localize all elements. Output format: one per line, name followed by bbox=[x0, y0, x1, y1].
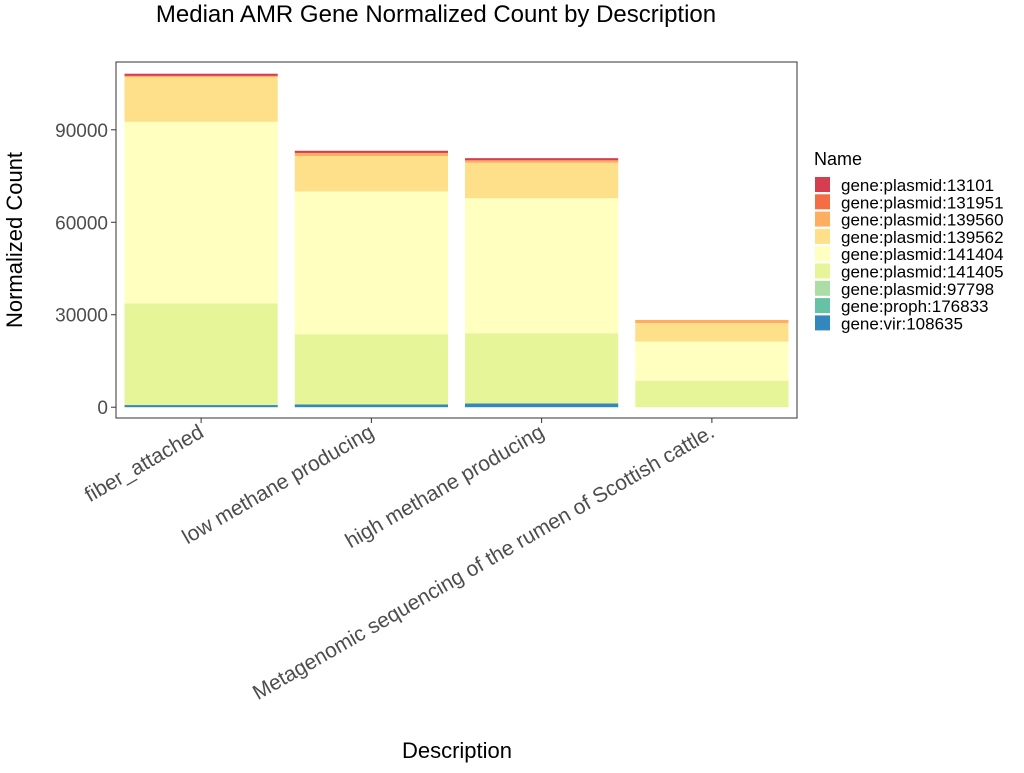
legend: Name gene:plasmid:13101gene:plasmid:1319… bbox=[814, 149, 1004, 333]
x-axis-title: Description bbox=[402, 738, 512, 763]
bar-segment-gene-plasmid-139560-3 bbox=[635, 319, 789, 324]
chart-title: Median AMR Gene Normalized Count by Desc… bbox=[156, 1, 716, 28]
bar-segment-gene-plasmid-139562-3 bbox=[635, 323, 789, 342]
plot-border bbox=[115, 61, 798, 419]
legend-title: Name bbox=[814, 149, 862, 169]
bar-segment-gene-plasmid-13101-0 bbox=[124, 73, 278, 76]
legend-key bbox=[815, 246, 830, 262]
legend-key bbox=[815, 177, 830, 192]
bar-segment-gene-plasmid-139560-1 bbox=[294, 152, 448, 157]
bar-segment-gene-plasmid-141405-2 bbox=[465, 333, 619, 404]
bar-segment-gene-plasmid-139562-0 bbox=[124, 77, 278, 122]
bar-segment-gene-plasmid-13101-2 bbox=[465, 158, 619, 161]
y-tick-label: 30000 bbox=[55, 306, 108, 327]
legend-key bbox=[815, 263, 830, 279]
y-axis-title: Normalized Count bbox=[2, 152, 27, 328]
y-tick-label: 60000 bbox=[55, 213, 108, 234]
legend-label: gene:plasmid:13101 bbox=[841, 176, 994, 195]
bar-segment-gene-plasmid-141405-0 bbox=[124, 303, 278, 406]
bar-segment-gene-plasmid-141404-1 bbox=[294, 191, 448, 335]
bar-segment-gene-vir-108635-1 bbox=[294, 404, 448, 408]
legend-label: gene:plasmid:141405 bbox=[841, 263, 1004, 282]
legend-key bbox=[815, 211, 830, 227]
y-tick-label: 90000 bbox=[55, 121, 108, 142]
bar-segment-gene-plasmid-139560-0 bbox=[124, 75, 278, 78]
legend-label: gene:plasmid:131951 bbox=[841, 193, 1004, 212]
legend-label: gene:proph:176833 bbox=[841, 297, 988, 316]
legend-key bbox=[815, 315, 830, 331]
legend-label: gene:plasmid:139562 bbox=[841, 228, 1004, 247]
bar-segment-gene-plasmid-139562-1 bbox=[294, 156, 448, 192]
legend-key bbox=[815, 228, 830, 244]
bar-segment-gene-plasmid-141404-2 bbox=[465, 198, 619, 334]
legend-label: gene:plasmid:139560 bbox=[841, 211, 1004, 230]
legend-key bbox=[815, 280, 830, 296]
bar-segment-gene-plasmid-139560-2 bbox=[465, 160, 619, 163]
bar-segment-gene-vir-108635-2 bbox=[465, 403, 619, 408]
bar-segment-gene-plasmid-141404-3 bbox=[635, 341, 789, 382]
bar-segment-gene-plasmid-141404-0 bbox=[124, 121, 278, 304]
legend-label: gene:vir:108635 bbox=[841, 314, 963, 333]
legend-label: gene:plasmid:141404 bbox=[841, 245, 1004, 264]
bar-segment-gene-plasmid-139562-2 bbox=[465, 162, 619, 199]
bar-segment-gene-plasmid-13101-1 bbox=[294, 150, 448, 153]
x-tick-label: fiber_attached bbox=[81, 420, 208, 506]
bar-segment-gene-vir-108635-0 bbox=[124, 405, 278, 408]
legend-key bbox=[815, 298, 830, 314]
legend-label: gene:plasmid:97798 bbox=[841, 280, 994, 299]
bar-segment-gene-plasmid-141405-1 bbox=[294, 334, 448, 405]
legend-key bbox=[815, 194, 830, 210]
y-tick-label: 0 bbox=[97, 398, 108, 419]
bar-segment-gene-plasmid-141405-3 bbox=[635, 381, 789, 408]
